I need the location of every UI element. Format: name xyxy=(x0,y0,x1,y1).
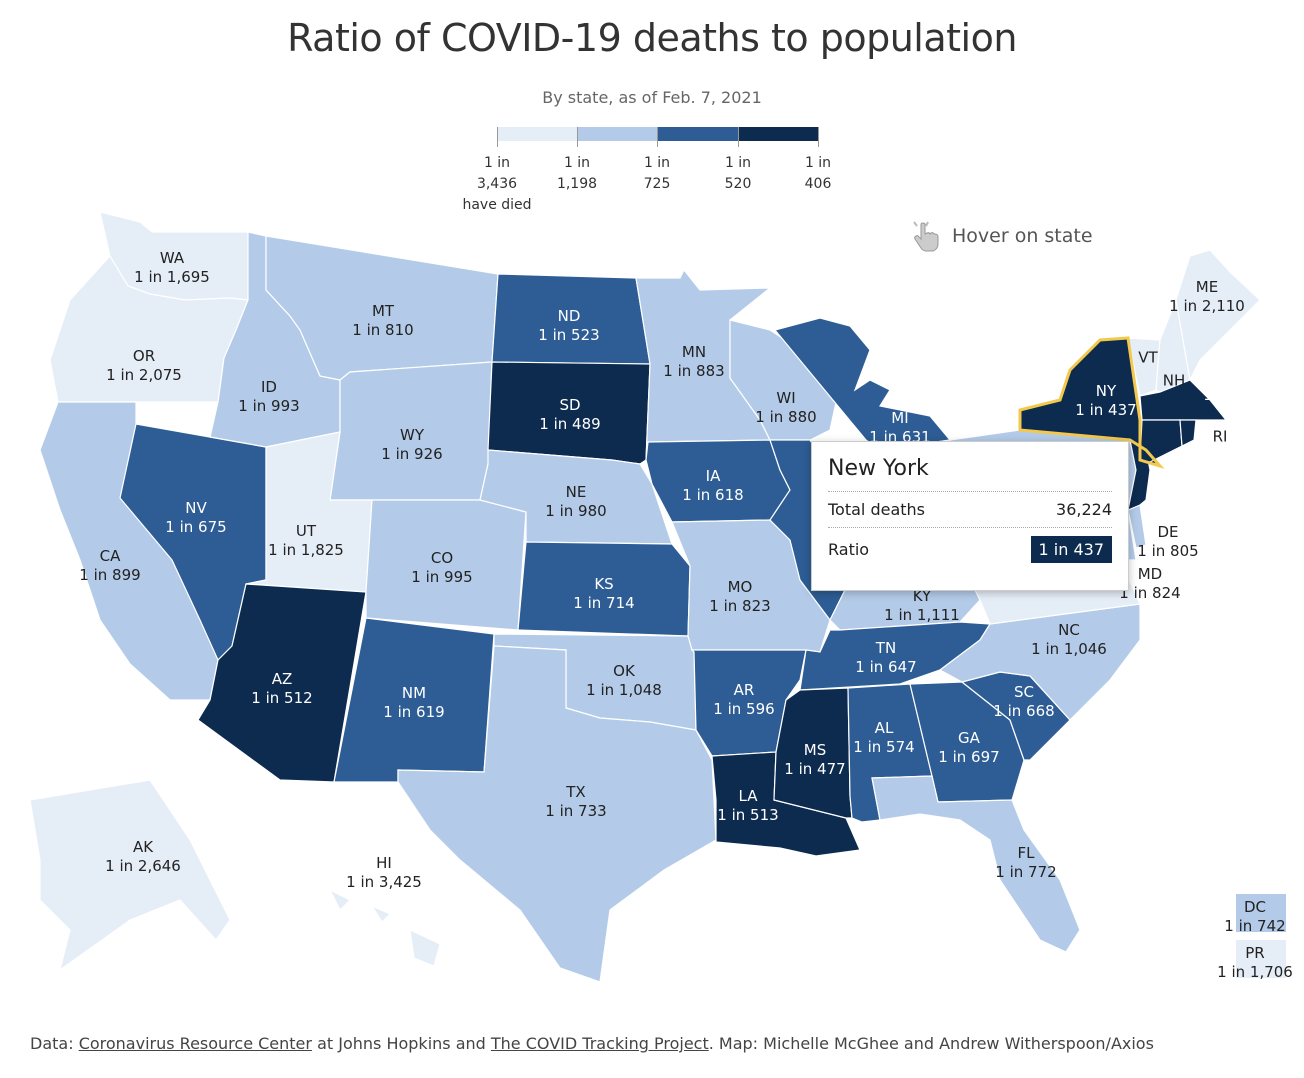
legend-label: 1 in 406 xyxy=(804,155,832,192)
legend-label: 1 in 520 xyxy=(724,155,752,192)
legend-label: 1 in 3,436 have died xyxy=(462,155,532,213)
tooltip-total-deaths-value: 36,224 xyxy=(1056,500,1112,519)
legend-swatch-3 xyxy=(657,127,738,141)
footer-mid: at Johns Hopkins and xyxy=(311,1034,491,1053)
state-ms[interactable] xyxy=(773,687,853,819)
tooltip-ratio-label: Ratio xyxy=(828,540,870,559)
legend-swatch-2 xyxy=(577,127,657,141)
tooltip-total-deaths-row: Total deaths 36,224 xyxy=(828,492,1112,528)
state-nc[interactable] xyxy=(938,603,1141,721)
state-hi-3[interactable] xyxy=(370,904,392,923)
state-tx[interactable] xyxy=(397,645,717,983)
hover-hint: Hover on state xyxy=(912,220,1093,252)
legend-tick xyxy=(818,127,819,147)
state-ct[interactable] xyxy=(1139,419,1183,463)
footer-prefix: Data: xyxy=(30,1034,79,1053)
source-link-covid-tracking[interactable]: The COVID Tracking Project xyxy=(490,1034,709,1053)
legend-swatch-4 xyxy=(738,127,818,141)
map-title: Ratio of COVID-19 deaths to population xyxy=(287,16,1017,60)
state-az[interactable] xyxy=(197,583,367,783)
tooltip-state-name: New York xyxy=(828,456,1112,492)
tooltip-ratio-badge: 1 in 437 xyxy=(1030,536,1112,563)
state-hi-2[interactable] xyxy=(409,928,441,967)
hover-hint-text: Hover on state xyxy=(952,225,1093,247)
map-subtitle: By state, as of Feb. 7, 2021 xyxy=(542,88,762,107)
state-sd[interactable] xyxy=(487,361,651,465)
state-ri[interactable] xyxy=(1179,419,1197,447)
state-hi[interactable] xyxy=(328,888,352,912)
state-nd[interactable] xyxy=(491,273,651,365)
footer-suffix: . Map: Michelle McGhee and Andrew Wither… xyxy=(708,1034,1154,1053)
legend-tick xyxy=(497,127,498,147)
state-ak[interactable] xyxy=(29,779,231,972)
footer-credits: Data: Coronavirus Resource Center at Joh… xyxy=(30,1034,1154,1053)
legend-tick xyxy=(657,127,658,147)
state-wy[interactable] xyxy=(329,361,493,501)
legend-label: 1 in 725 xyxy=(643,155,671,192)
state-me[interactable] xyxy=(1175,249,1261,382)
state-ia[interactable] xyxy=(645,439,791,523)
state-tn[interactable] xyxy=(799,621,992,691)
legend-tick xyxy=(577,127,578,147)
tooltip-ratio-row: Ratio 1 in 437 xyxy=(828,528,1112,571)
legend-label: 1 in 1,198 xyxy=(556,155,598,192)
legend-tick xyxy=(738,127,739,147)
state-dc[interactable] xyxy=(1236,894,1286,932)
tooltip-total-deaths-label: Total deaths xyxy=(828,500,926,519)
color-legend: 1 in 3,436 have died 1 in 1,198 1 in 725… xyxy=(462,127,831,217)
state-tooltip: New York Total deaths 36,224 Ratio 1 in … xyxy=(811,441,1129,591)
source-link-crc[interactable]: Coronavirus Resource Center xyxy=(78,1034,312,1053)
legend-swatch-1 xyxy=(497,127,577,141)
state-co[interactable] xyxy=(365,499,527,631)
state-pr[interactable] xyxy=(1236,940,1286,978)
pointer-hand-icon xyxy=(913,221,939,252)
state-highlight-outline xyxy=(1018,336,1165,469)
state-fl[interactable] xyxy=(871,775,1081,953)
state-ks[interactable] xyxy=(517,541,691,637)
